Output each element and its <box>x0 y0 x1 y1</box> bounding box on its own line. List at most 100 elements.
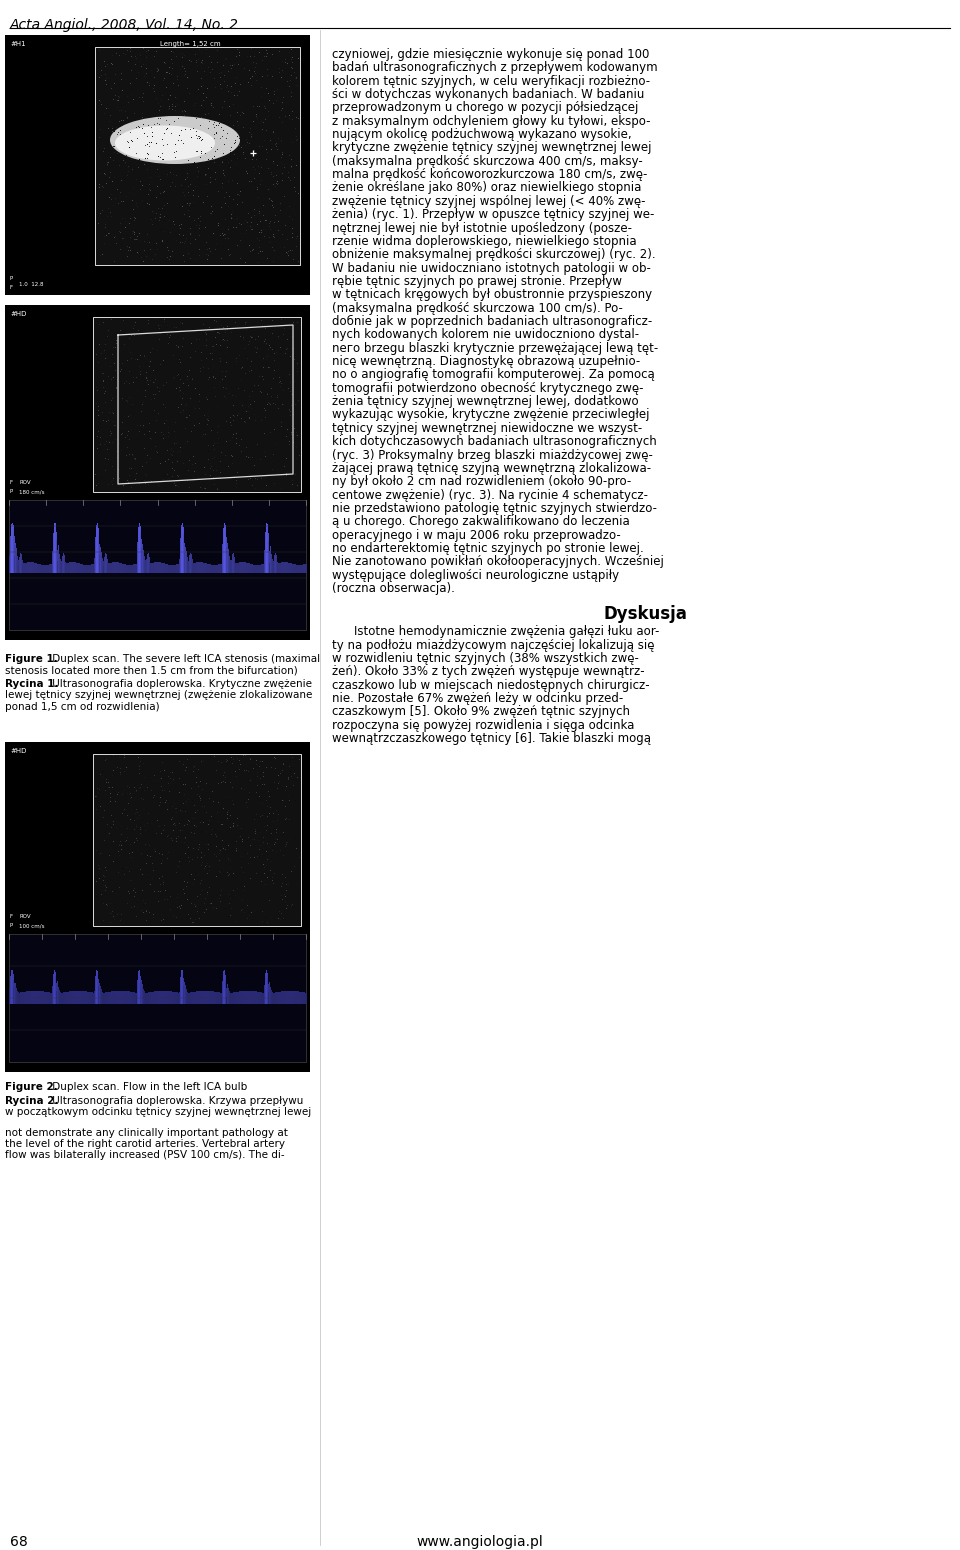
Bar <box>213 566 214 574</box>
Bar <box>39 564 40 573</box>
Text: ny był około 2 cm nad rozwidleniem (około 90-pro-: ny był około 2 cm nad rozwidleniem (okoł… <box>332 476 632 488</box>
Bar <box>27 563 28 574</box>
Bar <box>179 994 180 1004</box>
Bar <box>230 994 231 1004</box>
Bar <box>56 990 58 1004</box>
Bar <box>17 560 18 574</box>
Text: P: P <box>9 276 12 281</box>
Bar <box>53 973 54 1004</box>
Bar <box>33 563 34 574</box>
Bar <box>235 564 236 573</box>
Bar <box>108 563 109 574</box>
Bar <box>17 992 18 1004</box>
Bar <box>45 566 46 574</box>
Bar <box>120 563 121 574</box>
Bar <box>104 561 105 574</box>
Bar <box>252 564 253 573</box>
Bar <box>296 990 297 1004</box>
Bar <box>131 992 132 1004</box>
Bar <box>227 984 228 1004</box>
Bar <box>87 992 89 1004</box>
Bar <box>89 992 90 1004</box>
Bar <box>44 566 45 574</box>
Bar <box>270 563 271 574</box>
Text: czyniowej, gdzie miesięcznie wykonuje się ponad 100: czyniowej, gdzie miesięcznie wykonuje si… <box>332 48 649 60</box>
Bar <box>278 563 279 574</box>
Bar <box>70 563 72 574</box>
Text: Figure 1.: Figure 1. <box>5 654 58 663</box>
Bar <box>266 524 268 574</box>
Bar <box>199 990 200 1004</box>
Bar <box>25 563 27 574</box>
Text: lewej tętnicy szyjnej wewnętrznej (zwężenie zlokalizowane: lewej tętnicy szyjnej wewnętrznej (zwęże… <box>5 690 312 701</box>
Bar <box>131 564 132 573</box>
Bar <box>261 564 262 573</box>
Bar <box>95 983 96 1004</box>
Bar <box>105 992 106 1004</box>
Bar <box>69 563 70 574</box>
Bar <box>302 992 303 1004</box>
Bar <box>86 992 87 1004</box>
Bar <box>120 563 121 574</box>
Text: wykazując wysokie, krytyczne zwężenie przeciwległej: wykazując wysokie, krytyczne zwężenie pr… <box>332 409 650 422</box>
Bar <box>263 564 264 573</box>
Text: rębie tętnic szyjnych po prawej stronie. Przepływ: rębie tętnic szyjnych po prawej stronie.… <box>332 274 622 288</box>
Bar <box>258 564 259 573</box>
Bar <box>180 530 181 574</box>
Bar <box>254 992 255 1004</box>
Bar <box>22 560 23 574</box>
Bar <box>250 564 251 573</box>
Bar <box>16 990 17 1004</box>
Bar <box>294 564 295 573</box>
Bar <box>125 990 126 1004</box>
Bar <box>45 992 46 1004</box>
Bar <box>122 990 123 1004</box>
Bar <box>14 983 15 1004</box>
Bar <box>304 564 305 573</box>
Bar <box>113 990 114 1004</box>
Text: krytyczne zwężenie tętnicy szyjnej wewnętrznej lewej: krytyczne zwężenie tętnicy szyjnej wewnę… <box>332 141 652 155</box>
Bar <box>150 561 151 574</box>
Bar <box>265 539 266 574</box>
Bar <box>25 992 26 1004</box>
Text: ROV: ROV <box>19 480 31 485</box>
Bar <box>165 564 166 573</box>
Bar <box>299 566 300 574</box>
Bar <box>282 992 283 1004</box>
Bar <box>136 995 137 1004</box>
Bar <box>225 975 226 1004</box>
Bar <box>76 563 77 574</box>
Bar <box>118 563 119 574</box>
Bar <box>171 566 172 574</box>
Bar <box>63 555 64 574</box>
Bar <box>121 990 122 1004</box>
Bar <box>57 561 59 574</box>
Text: nicę wewnętrzną. Diagnostykę obrazową uzupełnio-: nicę wewnętrzną. Diagnostykę obrazową uz… <box>332 355 640 367</box>
Bar <box>21 992 22 1004</box>
Bar <box>28 992 29 1004</box>
Bar <box>73 563 74 574</box>
Bar <box>188 994 189 1004</box>
Bar <box>189 992 191 1004</box>
Bar <box>292 564 293 573</box>
Bar <box>212 564 213 573</box>
Bar <box>99 544 100 574</box>
Bar <box>33 990 34 1004</box>
Bar <box>215 992 216 1004</box>
Bar <box>253 564 254 573</box>
Text: the level of the right carotid arteries. Vertebral artery: the level of the right carotid arteries.… <box>5 1139 285 1149</box>
Bar <box>38 990 39 1004</box>
Bar <box>184 983 185 1004</box>
Bar <box>161 990 162 1004</box>
Bar <box>213 992 214 1004</box>
Bar <box>93 564 94 573</box>
Bar <box>209 990 210 1004</box>
Bar <box>242 990 243 1004</box>
Bar <box>30 563 31 574</box>
Bar <box>265 973 267 1004</box>
Bar <box>287 563 288 574</box>
Bar <box>192 563 193 574</box>
Bar <box>188 561 189 574</box>
Bar <box>212 992 213 1004</box>
Bar <box>68 992 69 1004</box>
